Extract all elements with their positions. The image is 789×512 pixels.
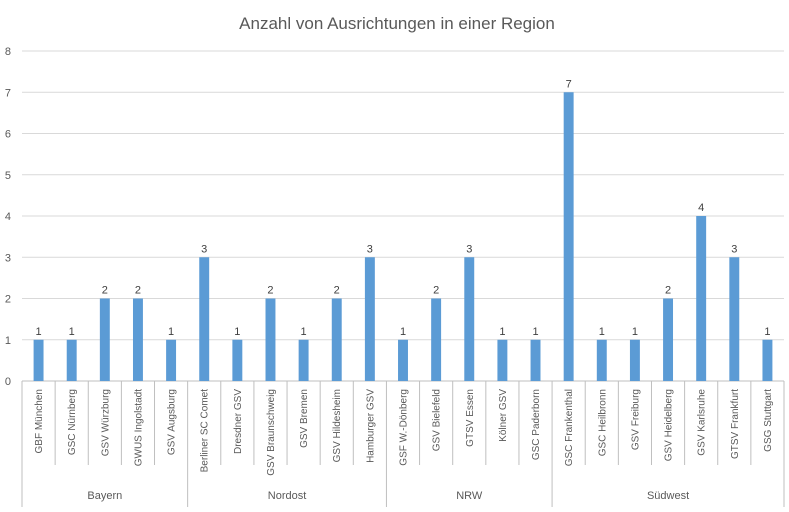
chart-title: Anzahl von Ausrichtungen in einer Region bbox=[239, 14, 555, 33]
bar bbox=[166, 339, 177, 381]
gridlines bbox=[22, 50, 784, 382]
bar bbox=[596, 339, 607, 381]
y-tick-label: 5 bbox=[5, 170, 11, 182]
x-tick-label: GWUS Ingolstadt bbox=[133, 389, 144, 466]
bar bbox=[199, 257, 210, 381]
x-tick-label: GBF München bbox=[34, 389, 45, 453]
x-tick-label: Berliner SC Comet bbox=[200, 389, 211, 473]
data-label: 2 bbox=[135, 285, 141, 297]
bar bbox=[663, 298, 674, 381]
y-tick-label: 4 bbox=[5, 211, 11, 223]
data-label: 1 bbox=[234, 326, 240, 338]
data-label: 1 bbox=[69, 326, 75, 338]
bars bbox=[33, 92, 773, 381]
x-tick-label: GSC Frankenthal bbox=[564, 389, 575, 466]
data-label: 1 bbox=[632, 326, 638, 338]
x-tick-label: GSC Nürnberg bbox=[67, 389, 78, 455]
x-tick-label: Kölner GSV bbox=[498, 389, 509, 442]
bar bbox=[265, 298, 276, 381]
y-tick-label: 1 bbox=[5, 335, 11, 347]
bar bbox=[99, 298, 110, 381]
bar bbox=[464, 257, 475, 381]
bar bbox=[530, 339, 541, 381]
x-tick-label: GSV Heidelberg bbox=[664, 389, 675, 461]
x-tick-label: GTSV Essen bbox=[465, 389, 476, 447]
x-axis-groups: Bayern Nordost NRW Südwest bbox=[21, 465, 785, 507]
y-axis-ticks: 0 1 2 3 4 5 6 7 8 bbox=[5, 46, 11, 388]
data-label: 1 bbox=[499, 326, 505, 338]
y-tick-label: 6 bbox=[5, 129, 11, 141]
bar bbox=[398, 339, 408, 381]
x-tick-label: GSV Bielefeld bbox=[432, 389, 443, 451]
y-tick-label: 2 bbox=[5, 294, 11, 306]
y-tick-label: 7 bbox=[5, 87, 11, 99]
data-label: 3 bbox=[201, 243, 207, 255]
bar bbox=[132, 298, 143, 381]
group-label: Südwest bbox=[647, 490, 689, 502]
data-labels: 1 1 2 2 1 3 1 2 1 2 3 1 2 3 1 1 7 1 1 2 4 3 1 bbox=[36, 78, 771, 338]
data-label: 1 bbox=[532, 326, 538, 338]
data-label: 2 bbox=[665, 285, 671, 297]
data-label: 1 bbox=[764, 326, 770, 338]
x-tick-label: Dresdner GSV bbox=[233, 389, 244, 454]
data-label: 2 bbox=[102, 285, 108, 297]
data-label: 1 bbox=[400, 326, 406, 338]
x-tick-label: GSV Bremen bbox=[299, 389, 310, 448]
x-tick-label: GSC Paderborn bbox=[531, 389, 542, 460]
data-label: 2 bbox=[433, 285, 439, 297]
y-tick-label: 3 bbox=[5, 252, 11, 264]
x-tick-label: GSV Würzburg bbox=[100, 389, 111, 456]
x-tick-label: GSF W.-Dönberg bbox=[399, 389, 410, 466]
data-label: 1 bbox=[168, 326, 174, 338]
bar bbox=[497, 339, 508, 381]
data-label: 1 bbox=[599, 326, 605, 338]
bar bbox=[729, 257, 740, 381]
bar bbox=[629, 339, 640, 381]
x-tick-label: GSV Braunschweig bbox=[266, 389, 277, 476]
x-tick-label: GSC Heilbronn bbox=[597, 389, 608, 456]
data-label: 3 bbox=[731, 243, 737, 255]
x-tick-label: GSV Freiburg bbox=[630, 389, 641, 450]
bar bbox=[331, 298, 342, 381]
x-tick-label: GSG Stuttgart bbox=[763, 389, 774, 452]
bar bbox=[431, 298, 442, 381]
bar bbox=[66, 339, 77, 381]
data-label: 7 bbox=[566, 78, 572, 90]
x-tick-label: Hamburger GSV bbox=[365, 389, 376, 463]
bar bbox=[762, 339, 773, 381]
bar bbox=[364, 257, 375, 381]
x-axis-ticks: GBF München GSC Nürnberg GSV Würzburg GWUS … bbox=[21, 381, 785, 476]
y-tick-label: 8 bbox=[5, 46, 11, 58]
data-label: 2 bbox=[267, 285, 273, 297]
bar bbox=[232, 339, 243, 381]
data-label: 3 bbox=[466, 243, 472, 255]
group-label: Bayern bbox=[87, 490, 122, 502]
data-label: 4 bbox=[698, 202, 704, 214]
bar bbox=[563, 92, 574, 381]
x-tick-label: GSV Karlsruhe bbox=[697, 389, 708, 456]
data-label: 1 bbox=[301, 326, 307, 338]
bar bbox=[298, 339, 309, 381]
data-label: 2 bbox=[334, 285, 340, 297]
group-label: Nordost bbox=[268, 490, 307, 502]
data-label: 3 bbox=[367, 243, 373, 255]
bar bbox=[696, 216, 707, 381]
data-label: 1 bbox=[36, 326, 42, 338]
y-tick-label: 0 bbox=[5, 376, 11, 388]
x-tick-label: GSV Augsburg bbox=[167, 389, 178, 455]
bar bbox=[33, 339, 44, 381]
x-tick-label: GTSV Frankfurt bbox=[730, 389, 741, 459]
group-label: NRW bbox=[456, 490, 483, 502]
x-tick-label: GSV Hildesheim bbox=[332, 389, 343, 462]
